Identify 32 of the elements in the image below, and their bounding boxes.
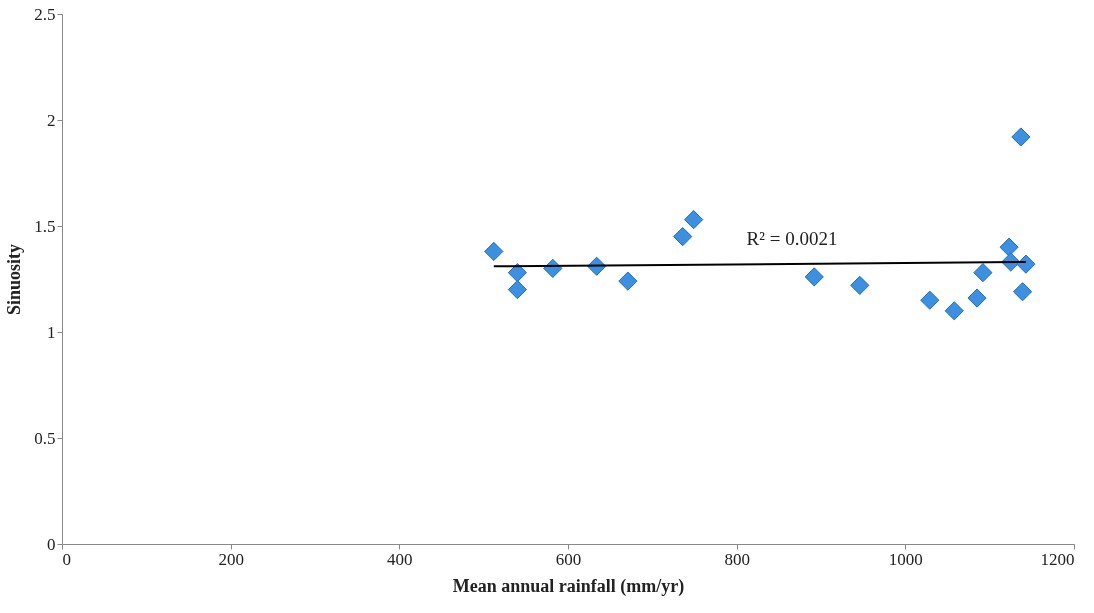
x-tick-label: 400 [387,549,413,569]
y-tick-label: 2.5 [34,4,56,24]
point [920,290,940,310]
x-tick-label: 1000 [888,549,923,569]
point [804,267,824,287]
x-tick-label: 1200 [1040,549,1075,569]
y-tick-label: 0 [47,534,56,554]
point [999,237,1019,257]
y-tick-label: 1 [47,322,56,342]
x-tick-label: 600 [555,549,582,569]
point [973,263,993,283]
x-tick-label: 800 [724,549,750,569]
point [944,301,964,321]
point [618,271,638,291]
point [1011,127,1031,147]
point [684,210,704,230]
y-tick-label: 2 [47,110,56,130]
point [967,288,987,308]
annotation: R² = 0.0021 [746,228,838,249]
point [1012,282,1033,302]
point [850,275,870,295]
point [1016,254,1036,274]
x-axis-title: Mean annual rainfall (mm/yr) [452,575,685,597]
point [484,241,504,262]
y-axis-title: Sinuosity [4,243,25,316]
point [507,280,527,300]
x-tick-label: 0 [62,549,71,569]
y-tick-label: 0.5 [34,428,56,448]
point [673,227,693,247]
y-tick-label: 1.5 [34,216,56,236]
x-tick-label: 200 [218,549,244,569]
point [507,263,527,283]
